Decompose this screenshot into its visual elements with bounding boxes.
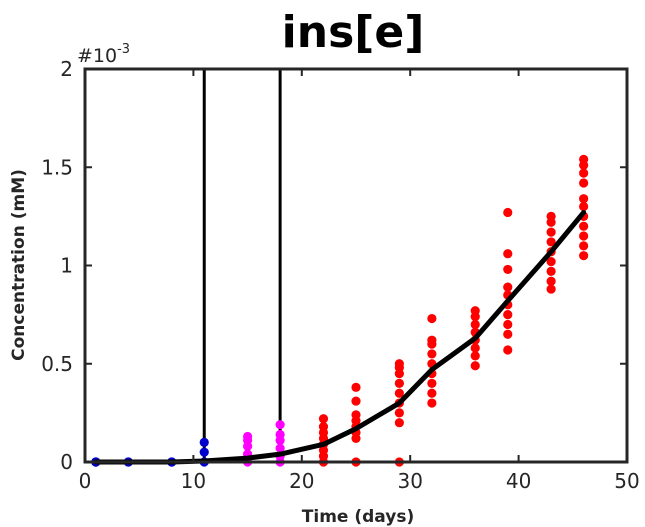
exponent-base: #10 — [77, 45, 117, 67]
data-point — [243, 431, 253, 442]
chart-title: ins[e] — [282, 7, 425, 58]
data-point — [579, 194, 589, 204]
data-point — [503, 329, 513, 339]
data-point — [394, 418, 404, 428]
data-point — [503, 310, 513, 320]
data-point — [394, 408, 404, 418]
data-point — [275, 443, 285, 453]
y-tick-label: 0.5 — [41, 352, 73, 376]
data-point — [579, 168, 589, 178]
data-point — [470, 343, 480, 353]
data-point — [579, 241, 589, 251]
x-axis-label: Time (days) — [302, 507, 414, 527]
exponent-power: -3 — [117, 42, 130, 57]
data-point — [199, 447, 209, 457]
data-point — [394, 359, 404, 369]
x-tick-label: 50 — [614, 469, 639, 493]
data-point — [546, 227, 556, 237]
data-point — [470, 306, 480, 316]
x-tick-label: 40 — [506, 469, 531, 493]
x-tick-label: 30 — [397, 469, 422, 493]
data-point — [394, 388, 404, 398]
data-point — [546, 276, 556, 286]
data-point — [427, 378, 437, 388]
x-tick-label: 0 — [79, 469, 92, 493]
data-point — [427, 349, 437, 359]
data-point — [546, 211, 556, 221]
data-point — [394, 378, 404, 388]
data-point — [579, 251, 589, 261]
data-point — [546, 256, 556, 267]
data-point — [351, 382, 361, 392]
y-axis-exponent: #10-3 — [77, 42, 130, 67]
data-point — [199, 437, 209, 447]
y-axis-label: Concentration (mM) — [9, 169, 29, 361]
y-tick-label: 0 — [60, 450, 73, 474]
data-point — [427, 398, 437, 408]
data-point — [503, 264, 513, 275]
data-point — [546, 237, 556, 247]
data-point — [351, 410, 361, 420]
data-point — [427, 313, 437, 324]
data-point — [275, 420, 285, 430]
data-point — [503, 207, 513, 218]
plot-area: 0 10 20 30 40 50 0 0.5 1 1.5 2 — [41, 57, 640, 493]
data-point — [579, 221, 589, 231]
data-point — [503, 282, 513, 292]
y-tick-label: 1.5 — [41, 155, 73, 179]
data-point — [503, 345, 513, 355]
data-point — [275, 429, 285, 440]
data-point — [470, 319, 480, 330]
data-point — [318, 414, 329, 424]
data-point — [503, 249, 513, 259]
data-point — [503, 319, 513, 330]
x-tick-label: 20 — [289, 469, 314, 493]
data-point — [427, 335, 437, 345]
y-tick-label: 2 — [60, 57, 73, 81]
data-point — [546, 266, 556, 276]
data-point — [351, 396, 361, 406]
data-point — [470, 351, 480, 361]
data-point — [546, 284, 556, 294]
x-tick-label: 10 — [181, 469, 206, 493]
y-tick-label: 1 — [60, 254, 73, 278]
data-point — [579, 231, 589, 241]
data-point — [579, 154, 589, 164]
data-point — [470, 361, 480, 371]
data-point — [579, 201, 589, 212]
data-point — [579, 178, 589, 188]
data-point — [318, 422, 329, 432]
data-point — [427, 388, 437, 398]
